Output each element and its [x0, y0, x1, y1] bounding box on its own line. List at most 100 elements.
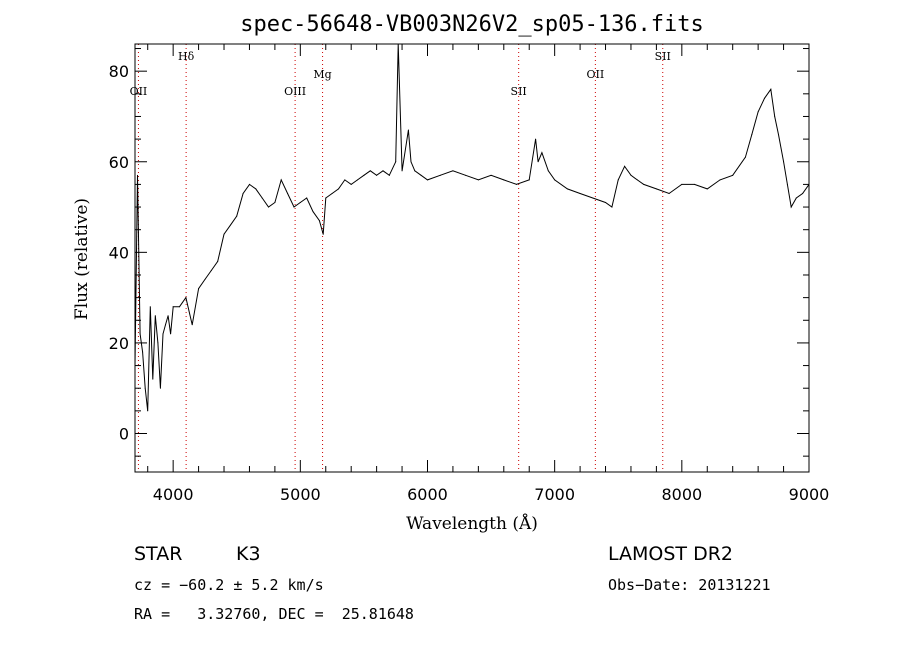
data-point — [152, 378, 154, 380]
data-point — [547, 170, 549, 172]
x-tick-label: 6000 — [407, 485, 448, 504]
data-point — [605, 202, 607, 204]
data-point — [541, 152, 543, 154]
data-point — [318, 220, 320, 222]
data-point — [248, 183, 250, 185]
spectrum-series — [134, 43, 810, 412]
data-point — [185, 297, 187, 299]
series-line-0 — [134, 43, 810, 411]
data-point — [204, 279, 206, 281]
data-point — [162, 333, 164, 335]
y-tick-label: 40 — [109, 243, 129, 262]
line-marker-label-3: Mg — [313, 68, 331, 81]
data-point — [170, 333, 172, 335]
data-point — [579, 192, 581, 194]
object-subclass: K3 — [236, 543, 261, 565]
data-point — [439, 174, 441, 176]
survey-name: LAMOST DR2 — [608, 543, 733, 565]
data-point — [350, 183, 352, 185]
data-point — [592, 197, 594, 199]
data-point — [344, 179, 346, 181]
data-point — [325, 197, 327, 199]
data-point — [229, 224, 231, 226]
data-point — [783, 161, 785, 163]
chart-title: spec-56648-VB003N26V2_sp05-136.fits — [240, 12, 704, 37]
y-tick-label: 20 — [109, 334, 129, 353]
data-point — [790, 206, 792, 208]
line-marker-label-4: SII — [511, 85, 527, 98]
data-point — [535, 138, 537, 140]
x-tick-label: 4000 — [153, 485, 194, 504]
data-point — [763, 97, 765, 99]
data-point — [668, 192, 670, 194]
y-tick-label: 60 — [109, 153, 129, 172]
data-point — [167, 315, 169, 317]
plot-frame — [134, 43, 810, 473]
data-point — [223, 233, 225, 235]
observation-date: Obs−Date: 20131221 — [608, 576, 771, 594]
data-point — [172, 306, 174, 308]
line-marker-label-6: SII — [655, 50, 671, 63]
data-point — [388, 174, 390, 176]
data-point — [293, 206, 295, 208]
data-point — [554, 179, 556, 181]
y-axis-label: Flux (relative) — [72, 198, 92, 320]
data-point — [636, 179, 638, 181]
data-point — [255, 188, 257, 190]
data-point — [157, 342, 159, 344]
data-point — [357, 179, 359, 181]
data-point — [426, 179, 428, 181]
data-point — [179, 306, 181, 308]
data-point — [137, 174, 139, 176]
data-point — [142, 351, 144, 353]
line-marker-label-2: OIII — [284, 85, 306, 98]
data-point — [322, 233, 324, 235]
coordinates-readout: RA = 3.32760, DEC = 25.81648 — [134, 605, 414, 623]
data-point — [144, 387, 146, 389]
redshift-readout: cz = −60.2 ± 5.2 km/s — [134, 576, 324, 594]
data-point — [681, 183, 683, 185]
data-point — [516, 183, 518, 185]
data-point — [744, 156, 746, 158]
data-point — [630, 174, 632, 176]
data-point — [280, 179, 282, 181]
data-point — [774, 115, 776, 117]
y-tick-label: 0 — [119, 425, 129, 444]
data-point — [261, 197, 263, 199]
data-point — [757, 111, 759, 113]
data-point — [363, 174, 365, 176]
data-point — [770, 88, 772, 90]
data-point — [395, 161, 397, 163]
data-point — [611, 206, 613, 208]
data-point — [420, 174, 422, 176]
x-tick-label: 8000 — [661, 485, 702, 504]
data-point — [537, 161, 539, 163]
data-point — [149, 306, 151, 308]
x-tick-label: 5000 — [280, 485, 321, 504]
data-point — [242, 192, 244, 194]
data-point — [490, 174, 492, 176]
spectral-line-markers: OII Hδ OIII Mg SII OII SII — [130, 44, 671, 472]
data-point — [312, 211, 314, 213]
data-point — [706, 188, 708, 190]
data-point — [159, 387, 161, 389]
data-point — [165, 324, 167, 326]
data-point — [407, 129, 409, 131]
data-point — [382, 170, 384, 172]
data-point — [452, 170, 454, 172]
data-point — [655, 188, 657, 190]
data-point — [566, 188, 568, 190]
line-marker-label-0: OII — [130, 85, 148, 98]
data-point — [369, 170, 371, 172]
data-point — [236, 215, 238, 217]
data-point — [410, 161, 412, 163]
data-point — [147, 410, 149, 412]
data-point — [198, 288, 200, 290]
line-marker-label-5: OII — [586, 68, 604, 81]
x-axis-ticks: 4000 5000 6000 7000 8000 9000 — [147, 44, 829, 504]
data-point — [732, 174, 734, 176]
data-point — [217, 260, 219, 262]
object-class: STAR — [134, 543, 182, 565]
data-point — [786, 183, 788, 185]
data-point — [331, 192, 333, 194]
